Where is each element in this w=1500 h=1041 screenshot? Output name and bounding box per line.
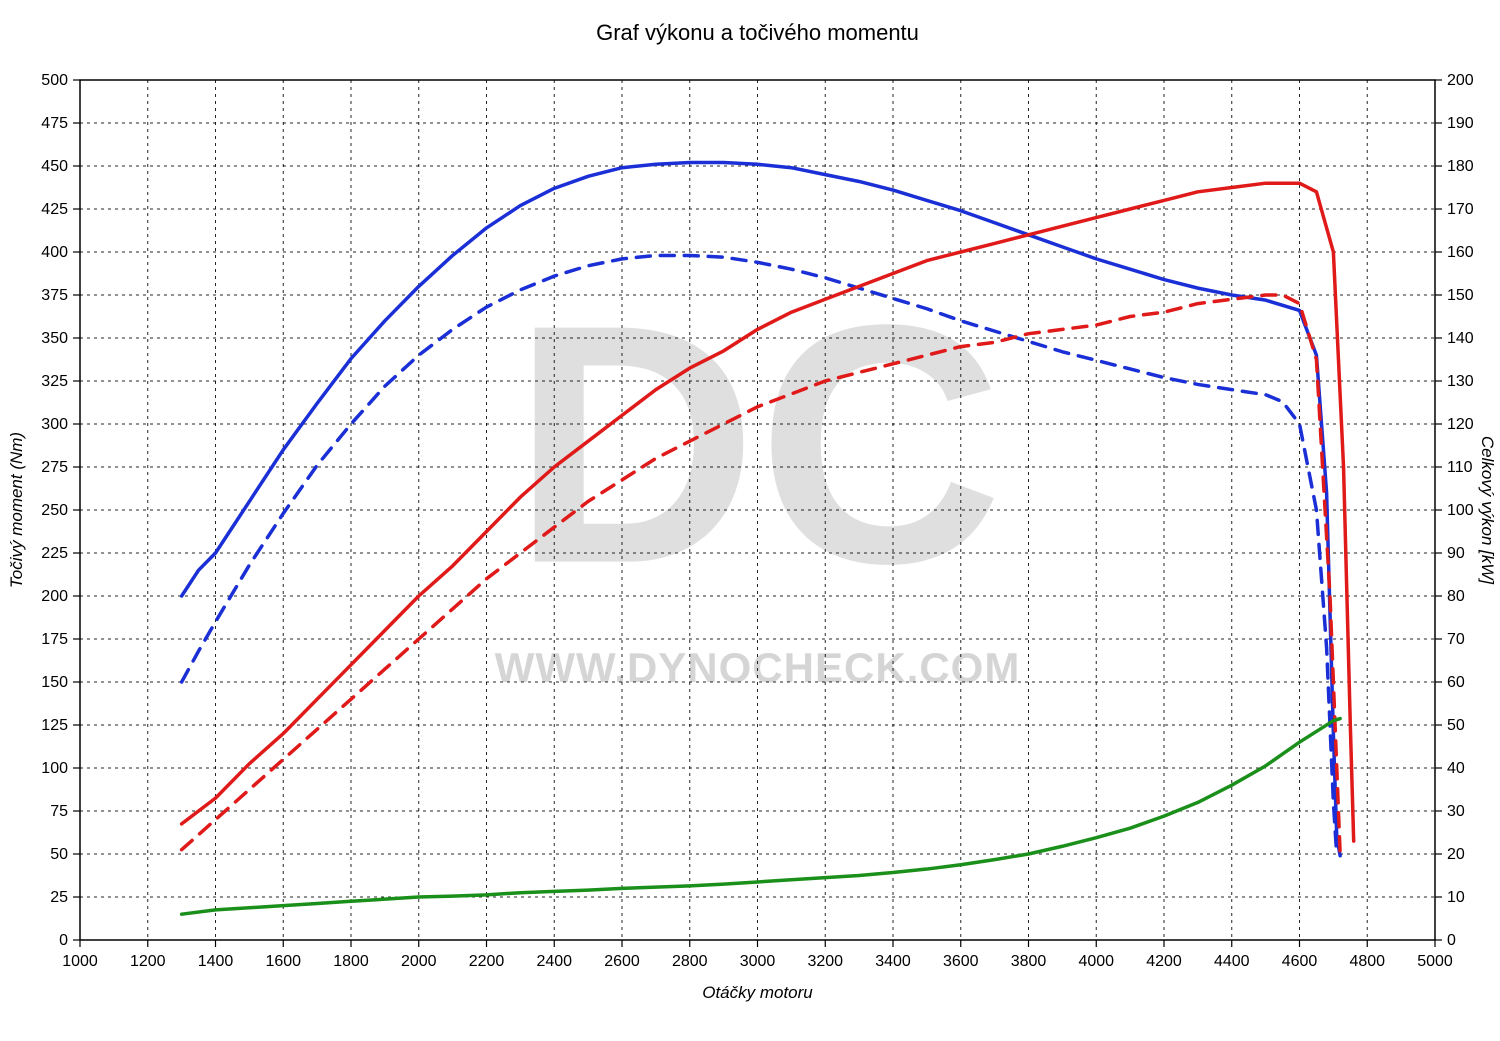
yr-tick-label: 170 <box>1447 201 1474 218</box>
yr-tick-label: 190 <box>1447 115 1474 132</box>
yr-tick-label: 10 <box>1447 889 1465 906</box>
yl-tick-label: 225 <box>41 545 68 562</box>
x-tick-label: 2200 <box>469 953 505 970</box>
x-tick-label: 1400 <box>198 953 234 970</box>
chart-svg: DCWWW.DYNOCHECK.COM100012001400160018002… <box>0 0 1500 1041</box>
x-tick-label: 3400 <box>875 953 911 970</box>
x-tick-label: 2400 <box>536 953 572 970</box>
yl-tick-label: 375 <box>41 287 68 304</box>
yl-tick-label: 475 <box>41 115 68 132</box>
yr-tick-label: 30 <box>1447 803 1465 820</box>
x-tick-label: 2800 <box>672 953 708 970</box>
x-tick-label: 4000 <box>1078 953 1114 970</box>
yl-tick-label: 450 <box>41 158 68 175</box>
yl-tick-label: 100 <box>41 760 68 777</box>
yl-tick-label: 50 <box>50 846 68 863</box>
yl-tick-label: 500 <box>41 72 68 89</box>
chart-title: Graf výkonu a točivého momentu <box>596 20 919 45</box>
x-tick-label: 3200 <box>807 953 843 970</box>
y-right-axis-label: Celkový výkon [kW] <box>1478 436 1497 586</box>
yl-tick-label: 175 <box>41 631 68 648</box>
yr-tick-label: 120 <box>1447 416 1474 433</box>
x-tick-label: 3800 <box>1011 953 1047 970</box>
x-tick-label: 1600 <box>265 953 301 970</box>
yr-tick-label: 130 <box>1447 373 1474 390</box>
yl-tick-label: 25 <box>50 889 68 906</box>
x-tick-label: 3600 <box>943 953 979 970</box>
yr-tick-label: 80 <box>1447 588 1465 605</box>
yl-tick-label: 250 <box>41 502 68 519</box>
x-tick-label: 1800 <box>333 953 369 970</box>
yr-tick-label: 110 <box>1447 459 1473 476</box>
x-tick-label: 2000 <box>401 953 437 970</box>
yr-tick-label: 200 <box>1447 72 1474 89</box>
yr-tick-label: 40 <box>1447 760 1465 777</box>
yr-tick-label: 140 <box>1447 330 1474 347</box>
x-tick-label: 3000 <box>740 953 776 970</box>
x-tick-label: 4800 <box>1349 953 1385 970</box>
yr-tick-label: 180 <box>1447 158 1474 175</box>
x-tick-label: 1200 <box>130 953 166 970</box>
yr-tick-label: 50 <box>1447 717 1465 734</box>
dyno-chart: DCWWW.DYNOCHECK.COM100012001400160018002… <box>0 0 1500 1041</box>
x-tick-label: 4200 <box>1146 953 1182 970</box>
x-tick-label: 5000 <box>1417 953 1453 970</box>
yl-tick-label: 275 <box>41 459 68 476</box>
yr-tick-label: 90 <box>1447 545 1465 562</box>
y-left-axis-label: Točivý moment (Nm) <box>7 432 26 588</box>
x-axis-label: Otáčky motoru <box>702 983 813 1002</box>
yr-tick-label: 60 <box>1447 674 1465 691</box>
yl-tick-label: 125 <box>41 717 68 734</box>
yl-tick-label: 0 <box>59 932 68 949</box>
yr-tick-label: 150 <box>1447 287 1474 304</box>
grid <box>80 80 1435 940</box>
x-tick-label: 1000 <box>62 953 98 970</box>
yr-tick-label: 0 <box>1447 932 1456 949</box>
yl-tick-label: 75 <box>50 803 68 820</box>
yr-tick-label: 100 <box>1447 502 1474 519</box>
yr-tick-label: 20 <box>1447 846 1465 863</box>
x-tick-label: 4600 <box>1282 953 1318 970</box>
yl-tick-label: 400 <box>41 244 68 261</box>
yr-tick-label: 160 <box>1447 244 1474 261</box>
x-tick-label: 2600 <box>604 953 640 970</box>
yl-tick-label: 300 <box>41 416 68 433</box>
yl-tick-label: 350 <box>41 330 68 347</box>
yl-tick-label: 200 <box>41 588 68 605</box>
yl-tick-label: 150 <box>41 674 68 691</box>
yl-tick-label: 325 <box>41 373 68 390</box>
yl-tick-label: 425 <box>41 201 68 218</box>
x-tick-label: 4400 <box>1214 953 1250 970</box>
yr-tick-label: 70 <box>1447 631 1465 648</box>
